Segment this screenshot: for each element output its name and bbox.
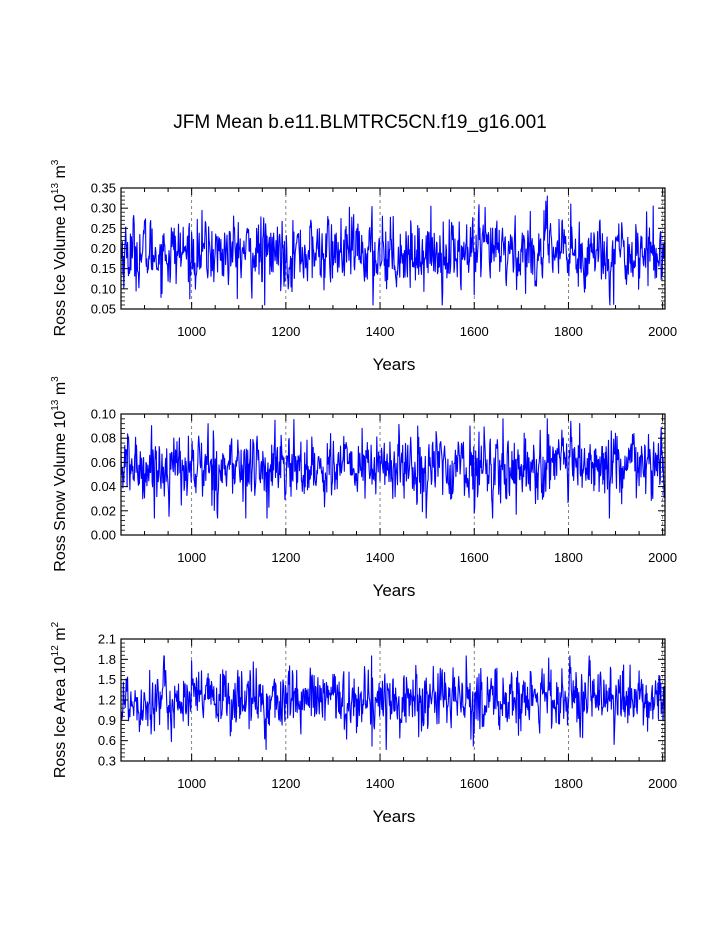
y-axis-label-main: Ross Snow Volume 10 [52, 411, 69, 572]
panel-ice-volume: 1000 1200 1400 1600 1800 2000 0.05 0.10 0.15 0.20… [50, 159, 677, 374]
y-tick-label: 0.20 [91, 241, 116, 256]
y-tick-label: 0.04 [91, 479, 116, 494]
y-axis-label: Ross Ice Volume 1013 m3 [50, 159, 69, 336]
y-tick-label: 1.8 [98, 652, 116, 667]
panel-snow-volume: 1000 1200 1400 1600 1800 2000 0.00 0.02 0.04 0.06… [50, 376, 677, 600]
x-axis-label: Years [373, 355, 416, 374]
x-tick-label: 1600 [460, 550, 489, 565]
y-axis-label-exp1: 12 [50, 645, 61, 657]
y-axis-label: Ross Ice Area 1012 m2 [50, 621, 69, 778]
x-axis-label: Years [373, 581, 416, 600]
plot-frame [120, 413, 666, 536]
chart-title: JFM Mean b.e11.BLMTRC5CN.f19_g16.001 [173, 112, 547, 133]
y-tick-label: 1.5 [98, 672, 116, 687]
series-line [120, 418, 666, 519]
x-tick-label: 1400 [366, 324, 395, 339]
y-axis-label-exp1: 13 [50, 183, 61, 195]
x-tick-label: 1200 [271, 776, 300, 791]
x-tick-label: 1000 [177, 550, 206, 565]
x-tick-label: 2000 [648, 550, 677, 565]
y-axis-label-unit: m [52, 165, 69, 183]
y-tick-label: 0.9 [98, 713, 116, 728]
y-tick-label: 0.08 [91, 431, 116, 446]
y-tick-label: 2.1 [98, 632, 116, 647]
y-tick-label: 1.2 [98, 693, 116, 708]
x-tick-label: 1800 [554, 776, 583, 791]
y-axis-label-main: Ross Ice Area 10 [52, 656, 69, 778]
y-tick-label: 0.10 [91, 281, 116, 296]
series-line [120, 655, 666, 751]
x-tick-label: 2000 [648, 324, 677, 339]
y-tick-label: 0.15 [91, 261, 116, 276]
y-axis-label-exp1: 13 [50, 399, 61, 411]
y-tick-label: 0.3 [98, 754, 116, 769]
x-tick-label: 1400 [366, 776, 395, 791]
y-axis-label-unit: m [52, 382, 69, 400]
x-tick-label: 2000 [648, 776, 677, 791]
y-tick-label: 0.25 [91, 221, 116, 236]
y-axis-label-unit: m [52, 627, 69, 645]
x-tick-label: 1600 [460, 776, 489, 791]
y-tick-label: 0.10 [91, 407, 116, 422]
y-axis-label: Ross Snow Volume 1013 m3 [50, 376, 69, 572]
y-tick-label: 0.35 [91, 181, 116, 196]
x-tick-label: 1200 [271, 324, 300, 339]
y-axis-label-exp2: 3 [50, 376, 61, 382]
x-axis-label: Years [373, 807, 416, 826]
y-tick-label: 0.6 [98, 733, 116, 748]
x-tick-label: 1200 [271, 550, 300, 565]
x-tick-label: 1000 [177, 324, 206, 339]
y-tick-label: 0.05 [91, 302, 116, 317]
y-axis-label-main: Ross Ice Volume 10 [52, 194, 69, 336]
y-tick-label: 0.00 [91, 528, 116, 543]
x-tick-label: 1400 [366, 550, 395, 565]
x-tick-label: 1800 [554, 550, 583, 565]
panel-ice-area: 1000 1200 1400 1600 1800 2000 0.3 0.6 0.9 1.2 1.5 1… [50, 621, 677, 826]
y-tick-label: 0.06 [91, 455, 116, 470]
series-line [120, 195, 666, 306]
y-axis-label-exp2: 2 [50, 621, 61, 627]
x-tick-label: 1600 [460, 324, 489, 339]
y-tick-label: 0.30 [91, 201, 116, 216]
y-tick-label: 0.02 [91, 503, 116, 518]
x-tick-label: 1800 [554, 324, 583, 339]
y-axis-label-exp2: 3 [50, 159, 61, 165]
x-tick-label: 1000 [177, 776, 206, 791]
